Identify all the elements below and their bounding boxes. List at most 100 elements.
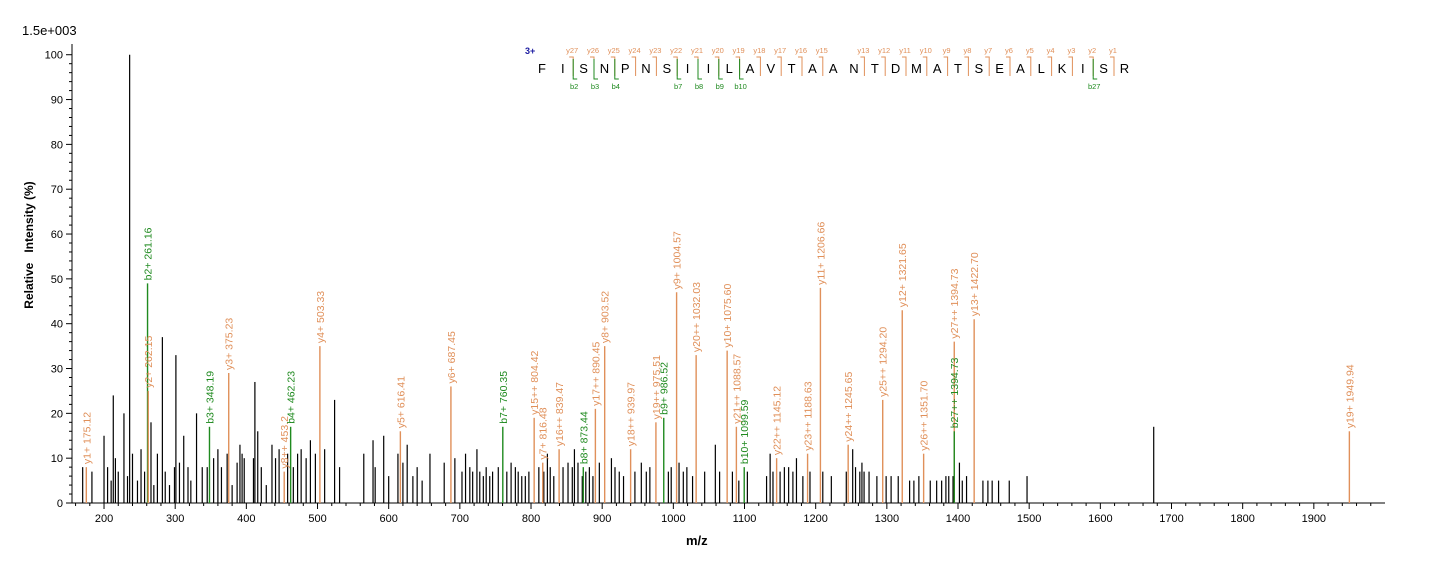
peak-label: b8+ 873.44 bbox=[578, 411, 590, 464]
b-fragment-bracket bbox=[676, 59, 682, 80]
peak-label: y19++ 975.51 bbox=[651, 355, 663, 419]
b-fragment-bracket bbox=[593, 59, 598, 80]
peak-label: b10+ 1099.59 bbox=[739, 399, 751, 464]
peak-label: y21++ 1088.57 bbox=[731, 354, 743, 424]
y-axis-label: Relative Intensity (%) bbox=[22, 181, 36, 309]
sequence-residue: P bbox=[621, 61, 630, 76]
y-tick-label: 90 bbox=[51, 95, 63, 107]
sequence-residue: S bbox=[1099, 61, 1108, 76]
y-fragment-bracket bbox=[694, 56, 699, 76]
b-fragment-label: b4 bbox=[612, 82, 620, 91]
x-tick-label: 900 bbox=[593, 513, 611, 525]
y-fragment-bracket bbox=[798, 56, 803, 76]
peak-label: y17++ 890.45 bbox=[590, 341, 602, 405]
peak-label: b4+ 462.23 bbox=[286, 371, 298, 424]
sequence-residue: T bbox=[954, 61, 962, 76]
y-fragment-bracket bbox=[569, 56, 574, 76]
peak-label: y9+ 1004.57 bbox=[672, 231, 684, 289]
y-fragment-bracket bbox=[1026, 56, 1032, 76]
y-tick-label: 40 bbox=[51, 319, 63, 331]
peak-label: b3+ 348.19 bbox=[204, 371, 216, 424]
y-fragment-label: y26 bbox=[587, 46, 599, 55]
sequence-residue: I bbox=[707, 61, 711, 76]
sequence-residue: F bbox=[538, 61, 546, 76]
b-fragment-bracket bbox=[1092, 59, 1098, 80]
y-tick-label: 50 bbox=[51, 274, 63, 286]
b-fragment-bracket bbox=[697, 59, 702, 80]
sequence-residue: A bbox=[1016, 61, 1025, 76]
x-tick-label: 1500 bbox=[1017, 513, 1041, 525]
peak-label: y4+ 503.33 bbox=[315, 291, 327, 343]
y-fragment-bracket bbox=[860, 56, 865, 76]
peak-label: y16++ 839.47 bbox=[554, 382, 566, 446]
y-fragment-label: y21 bbox=[691, 46, 703, 55]
intensity-scale-label: 1.5e+003 bbox=[22, 23, 77, 38]
y-fragment-label: y15 bbox=[816, 46, 828, 55]
sequence-residue: L bbox=[726, 61, 733, 76]
y-fragment-label: y18 bbox=[753, 46, 765, 55]
y-fragment-label: y27 bbox=[566, 46, 578, 55]
y-tick-label: 70 bbox=[51, 184, 63, 196]
y-fragment-bracket bbox=[673, 56, 678, 76]
sequence-residue: I bbox=[561, 61, 565, 76]
x-tick-label: 1100 bbox=[733, 513, 757, 525]
peak-label: y24++ 1245.65 bbox=[843, 371, 855, 441]
y-fragment-bracket bbox=[714, 56, 720, 76]
x-tick-label: 1200 bbox=[803, 513, 827, 525]
b-fragment-label: b7 bbox=[674, 82, 682, 91]
y-fragment-label: y19 bbox=[733, 46, 745, 55]
peak-label: y7+ 816.48 bbox=[538, 407, 550, 459]
x-tick-label: 400 bbox=[237, 513, 255, 525]
y-tick-label: 10 bbox=[51, 453, 63, 465]
y-fragment-bracket bbox=[1006, 56, 1011, 76]
y-fragment-label: y5 bbox=[1026, 46, 1034, 55]
x-tick-label: 1700 bbox=[1159, 513, 1183, 525]
peak-label: y8++ 453.2 bbox=[279, 416, 291, 469]
x-tick-label: 1000 bbox=[661, 513, 685, 525]
y-fragment-label: y12 bbox=[878, 46, 890, 55]
peak-label: y15++ 804.42 bbox=[529, 350, 541, 414]
y-fragment-bracket bbox=[985, 56, 990, 76]
peak-label: y12+ 1321.65 bbox=[897, 243, 909, 307]
y-fragment-label: y7 bbox=[984, 46, 992, 55]
y-fragment-bracket bbox=[1068, 56, 1073, 76]
x-tick-label: 700 bbox=[451, 513, 469, 525]
b-fragment-label: b10 bbox=[734, 82, 747, 91]
sequence-residue: T bbox=[871, 61, 879, 76]
peak-label: b27++ 1394.73 bbox=[949, 357, 961, 428]
y-tick-label: 100 bbox=[45, 50, 63, 62]
peak-label: y5+ 616.41 bbox=[395, 376, 407, 428]
sequence-residue: V bbox=[766, 61, 775, 76]
y-fragment-bracket bbox=[922, 56, 928, 76]
peak-label: y18++ 939.97 bbox=[626, 382, 638, 446]
y-fragment-label: y16 bbox=[795, 46, 807, 55]
y-fragment-label: y13 bbox=[857, 46, 869, 55]
x-tick-label: 600 bbox=[380, 513, 398, 525]
b-fragment-bracket bbox=[572, 59, 578, 80]
x-tick-label: 1900 bbox=[1302, 513, 1326, 525]
peak-label: y26++ 1351.70 bbox=[919, 380, 931, 450]
x-tick-label: 1600 bbox=[1088, 513, 1112, 525]
peak-label: y25++ 1294.20 bbox=[878, 327, 890, 397]
b-fragment-label: b8 bbox=[695, 82, 703, 91]
x-tick-label: 500 bbox=[308, 513, 326, 525]
b-fragment-bracket bbox=[718, 59, 723, 80]
peak-label: b7+ 760.35 bbox=[498, 371, 510, 424]
sequence-residue: A bbox=[808, 61, 817, 76]
x-tick-label: 1300 bbox=[875, 513, 899, 525]
b-fragment-label: b9 bbox=[716, 82, 724, 91]
y-fragment-bracket bbox=[881, 56, 886, 76]
y-fragment-bracket bbox=[610, 56, 616, 76]
b-fragment-label: b3 bbox=[591, 82, 599, 91]
b-fragment-label: b27 bbox=[1088, 82, 1101, 91]
peak-label: y27++ 1394.73 bbox=[949, 268, 961, 338]
sequence-residue: S bbox=[579, 61, 588, 76]
sequence-residue: T bbox=[788, 61, 796, 76]
y-tick-label: 80 bbox=[51, 139, 63, 151]
peak-label: y20++ 1032.03 bbox=[691, 282, 703, 352]
charge-state: 3+ bbox=[525, 46, 535, 56]
y-fragment-label: y22 bbox=[670, 46, 682, 55]
sequence-residue: M bbox=[911, 61, 922, 76]
b-fragment-bracket bbox=[614, 59, 619, 80]
y-fragment-label: y1 bbox=[1109, 46, 1117, 55]
